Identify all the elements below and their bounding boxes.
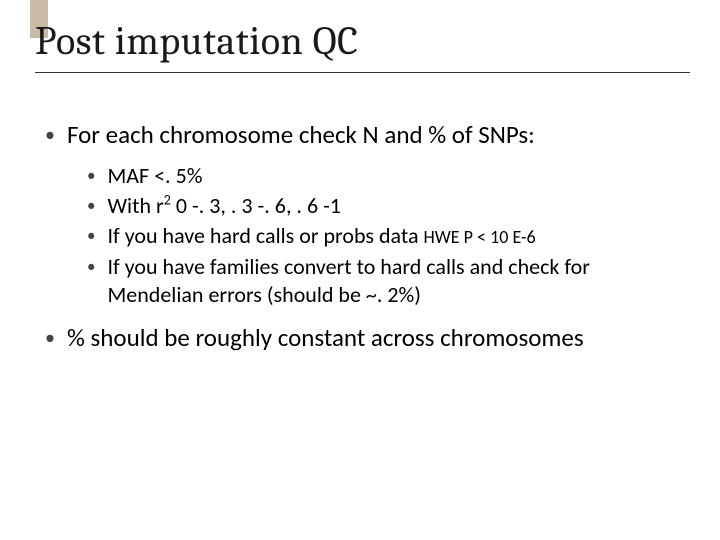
bullet-item: • For each chromosome check N and % of S…: [45, 120, 680, 150]
sub-bullet-text: If you have families convert to hard cal…: [107, 253, 680, 309]
bullet-text: For each chromosome check N and % of SNP…: [67, 120, 535, 150]
bullet-item: • % should be roughly constant across ch…: [45, 323, 680, 353]
bullet-dot-icon: •: [45, 323, 55, 353]
superscript: 2: [164, 191, 171, 209]
bullet-dot-icon: •: [87, 222, 95, 250]
bullet-dot-icon: •: [87, 253, 95, 281]
slide-title: Post imputation QC: [35, 18, 690, 64]
sub-bullet-text: With r2 0 -. 3, . 3 -. 6, . 6 -1: [107, 192, 341, 220]
bullet-dot-icon: •: [87, 192, 95, 220]
sub-bullet-item: • If you have families convert to hard c…: [87, 253, 680, 309]
text-frag-small: HWE P < 10 E-6: [424, 226, 536, 248]
sub-bullet-item: • MAF <. 5%: [87, 162, 680, 190]
bullet-text: % should be roughly constant across chro…: [67, 323, 584, 353]
sub-bullet-item: • With r2 0 -. 3, . 3 -. 6, . 6 -1: [87, 192, 680, 220]
sub-bullet-item: • If you have hard calls or probs data H…: [87, 222, 680, 251]
title-region: Post imputation QC: [35, 18, 690, 73]
sub-bullet-text: MAF <. 5%: [107, 162, 202, 190]
text-frag: If you have hard calls or probs data: [107, 222, 423, 249]
slide-content: • For each chromosome check N and % of S…: [45, 120, 680, 365]
bullet-dot-icon: •: [45, 120, 55, 150]
sub-bullet-list: • MAF <. 5% • With r2 0 -. 3, . 3 -. 6, …: [87, 162, 680, 309]
text-frag: 0 -. 3, . 3 -. 6, . 6 -1: [171, 192, 341, 219]
text-frag: With r: [107, 192, 163, 219]
bullet-dot-icon: •: [87, 162, 95, 190]
sub-bullet-text: If you have hard calls or probs data HWE…: [107, 222, 535, 251]
